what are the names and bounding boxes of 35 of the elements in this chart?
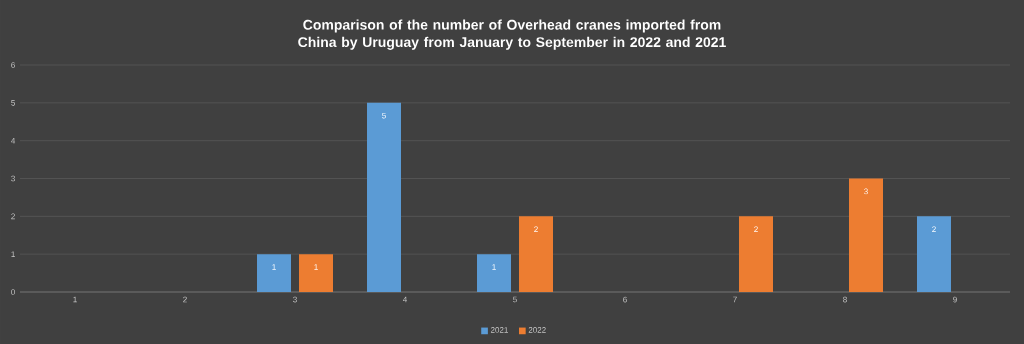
y-tick-label: 2 (11, 213, 15, 220)
y-tick-label: 3 (11, 175, 15, 182)
bar (519, 216, 553, 292)
x-tick-label: 9 (953, 296, 957, 303)
data-label: 1 (272, 264, 276, 270)
x-tick-label: 6 (623, 296, 627, 303)
bar (299, 254, 334, 292)
bar (477, 254, 511, 292)
data-label: 2 (534, 226, 538, 232)
y-tick-label: 0 (11, 289, 15, 295)
bar (367, 102, 402, 292)
data-label: 5 (382, 112, 386, 119)
bar (739, 216, 773, 292)
data-label: 3 (864, 188, 868, 195)
x-tick-label: 2 (183, 296, 187, 303)
x-tick-label: 5 (513, 296, 517, 303)
x-tick-label: 3 (293, 296, 297, 303)
bar (849, 178, 883, 292)
data-label: 1 (314, 264, 318, 270)
x-tick-label: 4 (402, 296, 408, 303)
chart-title: Comparison of the number of Overhead cranes imported from China by Uruguay from January to September in 2022 and 2021 (298, 19, 726, 50)
x-tick-label: 8 (843, 296, 847, 303)
x-tick-label: 7 (733, 296, 737, 303)
bar (917, 216, 951, 292)
y-tick-label: 1 (11, 251, 15, 257)
data-label: 2 (754, 226, 758, 232)
x-tick-label: 1 (73, 296, 77, 303)
y-tick-label: 6 (11, 62, 15, 68)
y-tick-label: 4 (11, 137, 16, 144)
y-tick-label: 5 (11, 100, 15, 106)
data-label: 2 (932, 226, 936, 232)
data-label: 1 (492, 264, 496, 270)
legend-label: 2022 (528, 327, 546, 333)
bar (257, 254, 292, 292)
legend-label: 2021 (490, 327, 508, 333)
